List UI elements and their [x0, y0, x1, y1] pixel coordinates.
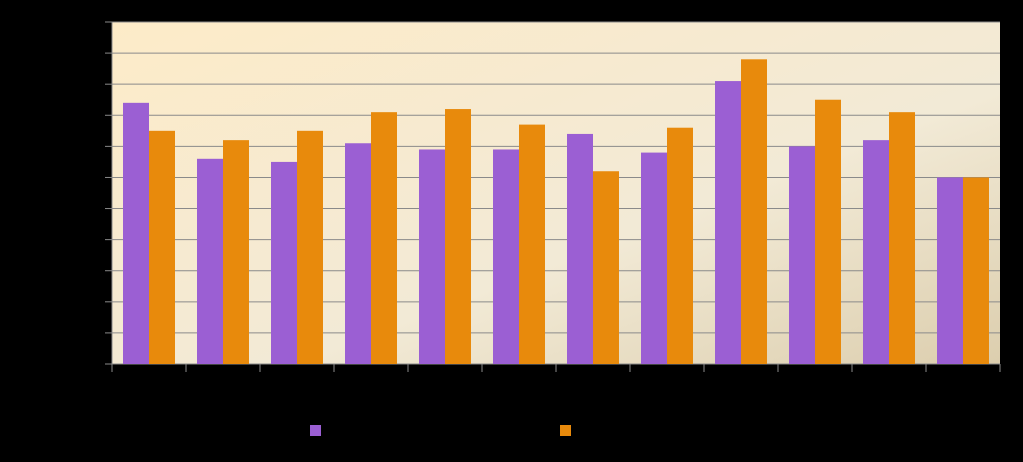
bar — [863, 140, 889, 364]
bar — [641, 152, 667, 364]
bar — [223, 140, 249, 364]
plot-area — [112, 22, 1000, 364]
bar — [493, 149, 519, 364]
bar — [123, 102, 149, 364]
bar — [445, 109, 471, 365]
bar — [815, 99, 841, 365]
bar — [715, 81, 741, 364]
bar — [889, 112, 915, 364]
bar — [345, 143, 371, 364]
bar — [963, 177, 989, 364]
bar — [519, 124, 545, 364]
legend-marker — [310, 425, 321, 436]
bar — [667, 127, 693, 364]
bar — [197, 158, 223, 364]
bar — [567, 133, 593, 364]
bar — [741, 59, 767, 365]
legend-marker — [560, 425, 571, 436]
bar — [419, 149, 445, 364]
bar — [937, 177, 963, 364]
bar — [371, 112, 397, 364]
bar — [593, 171, 619, 364]
bar — [149, 130, 175, 364]
bar — [271, 161, 297, 364]
bar — [789, 146, 815, 364]
bar — [297, 130, 323, 364]
